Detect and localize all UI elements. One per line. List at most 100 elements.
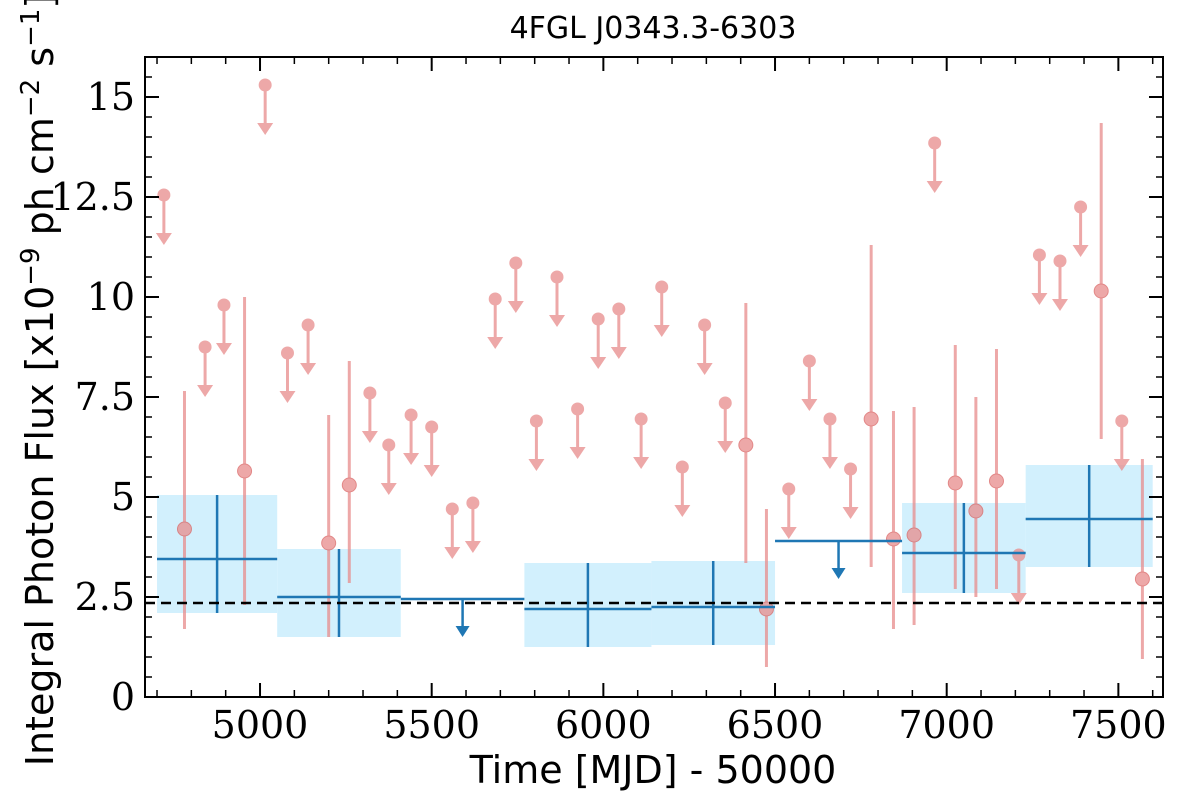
upper-limit-marker [571, 402, 585, 416]
short-bin-point-10 [361, 386, 378, 443]
short-bin-marker [176, 521, 192, 537]
short-bin-point-29 [758, 509, 774, 667]
upper-limit-arrow-head [610, 347, 627, 359]
short-bin-marker [1093, 283, 1109, 299]
upper-limit-arrow-head [257, 123, 274, 135]
short-bin-point-7 [300, 318, 317, 375]
x-tick-label: 7000 [898, 703, 995, 747]
upper-limit-marker [1115, 414, 1129, 428]
upper-limit-arrow-head [549, 315, 566, 327]
upper-limit-marker [363, 386, 377, 400]
upper-limit-marker [823, 412, 837, 426]
upper-limit-marker [488, 292, 502, 306]
short-bin-point-0 [155, 188, 172, 245]
short-bin-point-22 [610, 302, 627, 359]
short-bin-marker [1134, 571, 1150, 587]
x-tick-label: 6000 [555, 703, 652, 747]
short-bin-point-36 [906, 407, 922, 625]
upper-limit-marker [1012, 548, 1026, 562]
plot-area [145, 78, 1163, 667]
short-bin-point-9 [341, 361, 357, 583]
upper-limit-marker [550, 270, 564, 284]
short-bin-point-27 [717, 396, 734, 453]
short-bin-marker [237, 463, 253, 479]
x-axis-label: Time [MJD] - 50000 [469, 748, 837, 792]
upper-limit-marker [445, 502, 459, 516]
long-bin-7 [1025, 465, 1153, 567]
upper-limit-arrow-head [653, 325, 670, 337]
long-bin-3 [524, 563, 652, 647]
upper-limit-arrow-head [696, 363, 713, 375]
short-bin-point-44 [1072, 200, 1089, 257]
short-bin-point-45 [1093, 123, 1109, 439]
upper-limit-arrow-head [717, 441, 734, 453]
y-axis-label-exp1: −9 [16, 247, 46, 285]
upper-limit-arrow-head [1113, 459, 1130, 471]
upper-limit-marker [404, 408, 418, 422]
short-bin-marker [758, 601, 774, 617]
y-tick-label: 0 [111, 675, 135, 719]
upper-limit-arrow-head [780, 527, 797, 539]
upper-limit-arrow-head [279, 391, 296, 403]
short-bin-marker [906, 527, 922, 543]
upper-limit-marker [802, 354, 816, 368]
upper-limit-marker [509, 256, 523, 270]
short-bin-point-13 [423, 420, 440, 477]
x-tick-label: 7500 [1070, 703, 1167, 747]
short-bin-point-25 [674, 460, 691, 517]
chart-title: 4FGL J0343.3-6303 [510, 11, 797, 46]
long-bin-2 [400, 597, 525, 637]
short-bin-marker [885, 531, 901, 547]
upper-limit-marker [466, 496, 480, 510]
upper-limit-marker [675, 460, 689, 474]
short-bin-point-34 [863, 245, 879, 567]
short-bin-point-5 [257, 78, 274, 135]
x-tick-label: 6500 [727, 703, 824, 747]
upper-limit-arrow-head [155, 233, 172, 245]
short-bin-point-43 [1051, 254, 1068, 311]
short-bin-point-20 [569, 402, 586, 459]
upper-limit-arrow-head [569, 447, 586, 459]
short-bin-point-33 [842, 462, 859, 519]
upper-limit-arrow-head [1051, 299, 1068, 311]
short-bin-marker [341, 477, 357, 493]
upper-limit-marker [1032, 248, 1046, 262]
y-axis-label-mid2: s [18, 47, 62, 79]
y-axis-label-exp3: −1 [16, 9, 46, 47]
short-bin-point-12 [403, 408, 420, 465]
short-bin-point-3 [215, 298, 232, 355]
upper-limit-arrow-head [197, 385, 214, 397]
upper-limit-arrow-head [403, 453, 420, 465]
short-bin-point-17 [507, 256, 524, 313]
short-bin-point-42 [1031, 248, 1048, 305]
upper-limit-arrow-head [528, 459, 545, 471]
upper-limit-arrow-head [215, 343, 232, 355]
short-bin-point-6 [279, 346, 296, 403]
short-bin-marker [863, 411, 879, 427]
short-bin-point-26 [696, 318, 713, 375]
y-tick-label: 12.5 [50, 175, 135, 219]
upper-limit-marker [928, 136, 942, 150]
upper-limit-marker [258, 78, 272, 92]
upper-limit-arrow-head [300, 363, 317, 375]
upper-limit-arrow-head [821, 457, 838, 469]
short-bin-marker [968, 503, 984, 519]
upper-limit-marker [1074, 200, 1088, 214]
short-bin-point-23 [633, 412, 650, 469]
upper-limit-arrow-head [842, 507, 859, 519]
upper-limit-arrow-head [590, 357, 607, 369]
short-bin-point-40 [988, 349, 1004, 589]
upper-limit-arrow-head [361, 431, 378, 443]
long-bin-upper-limit-head [455, 626, 470, 637]
upper-limit-marker [529, 414, 543, 428]
upper-limit-marker [782, 482, 796, 496]
upper-limit-marker [634, 412, 648, 426]
short-bin-point-15 [464, 496, 481, 553]
short-bin-point-39 [968, 397, 984, 597]
short-bin-point-11 [380, 438, 397, 495]
short-bin-point-38 [947, 345, 963, 589]
long-bin-5 [775, 539, 903, 579]
upper-limit-arrow-head [464, 541, 481, 553]
short-bin-marker [321, 535, 337, 551]
